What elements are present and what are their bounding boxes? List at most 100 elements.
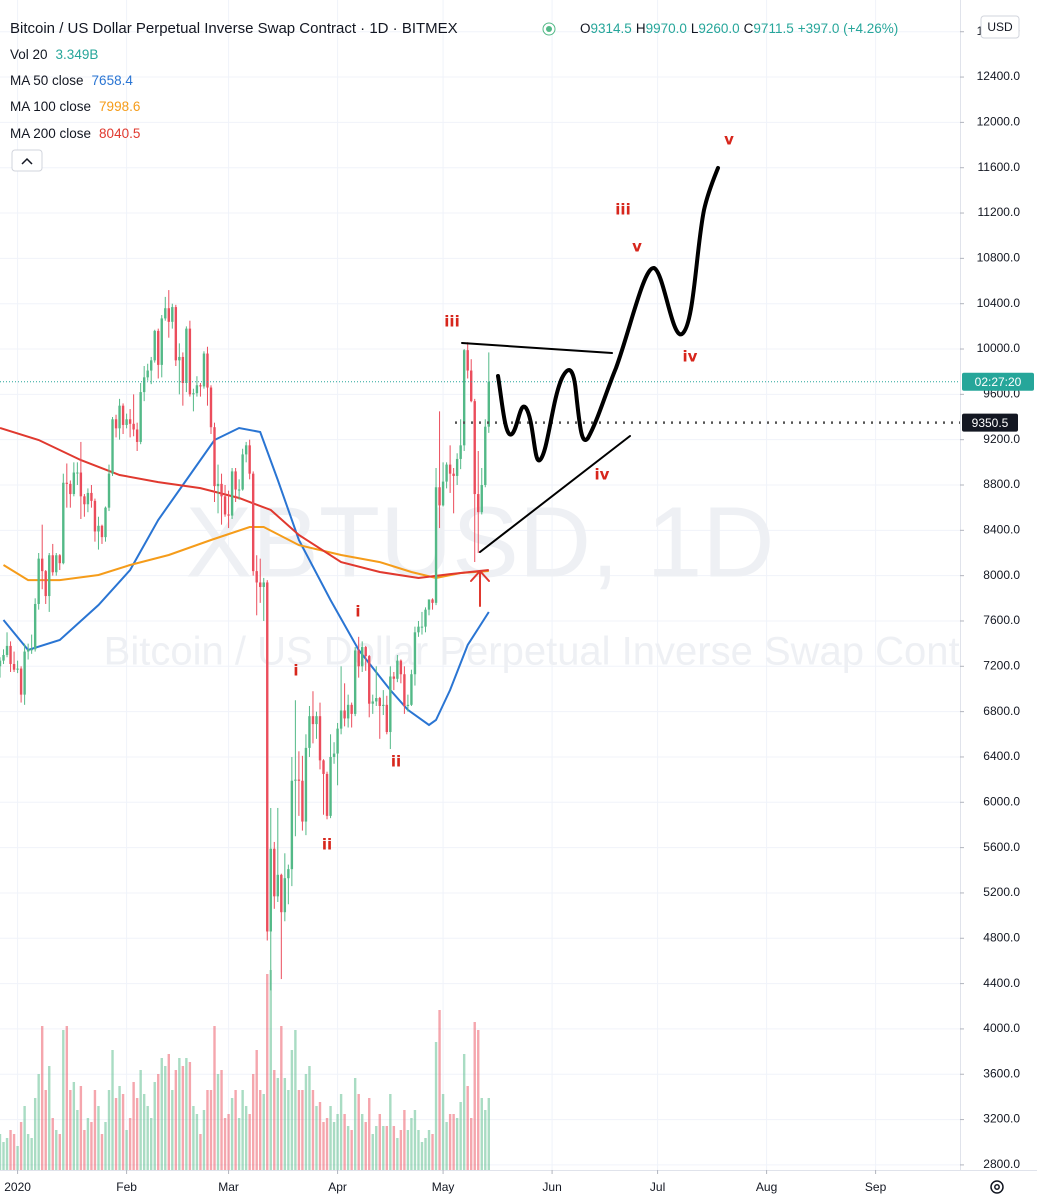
volume-bar [223,1118,227,1170]
volume-bar [65,1026,69,1170]
candle-body [202,353,206,387]
candle-body [283,878,287,913]
candles [0,290,490,991]
price-axis: 2800.0 3200.0 3600.0 4000.0 4400.0 4800.0 5200… [960,0,1037,1171]
collapse-button[interactable] [11,149,43,172]
candle-body [83,496,86,505]
volume-bar [12,1134,16,1170]
volume-bar [171,1090,174,1170]
volume-bar [266,974,269,1170]
volume-bar [315,1106,318,1170]
candle-body [420,626,424,628]
volume-bar [287,1090,290,1170]
candle-body [227,514,230,516]
trend-line [461,342,613,354]
value: 3.349B [56,47,99,62]
currency[interactable]: USD [980,15,1020,39]
candle-body [424,609,427,627]
arrow [470,570,490,607]
candle-body [360,647,364,667]
candle-body [132,423,135,430]
candle-body [234,471,237,490]
candle-body [364,647,367,657]
volume-bar [438,1010,441,1170]
price-axis-bg [960,0,1037,1170]
chart-title: Bitcoin / US Dollar Perpetual Inverse Sw… [10,20,458,37]
candle-body [178,356,181,361]
y-tick-label: 7600.0 [983,613,1020,627]
candle-body [164,308,167,319]
arrow-head [470,570,490,582]
volume-bar [220,1070,223,1170]
volume-bar [360,1114,364,1170]
volume-bar [199,1134,202,1170]
candle-body [375,698,378,702]
candle-body [438,487,441,506]
volume-bar [378,1114,381,1170]
volume-bar [125,1130,128,1170]
volume-bar [86,1118,90,1170]
candle-body [135,429,139,442]
candle-body [382,704,385,706]
candle-body [255,571,258,583]
volume-bar [329,1106,332,1170]
candle-body [199,385,202,387]
volume-bar [107,1090,111,1170]
settings-icon[interactable] [990,1180,1004,1194]
candle-body [209,387,213,428]
wave-label: i [355,603,360,621]
volume-bar [276,1078,280,1170]
volume-bar [44,1090,47,1170]
wave-label: iv [595,466,610,484]
candle-body [185,328,188,384]
candle-body [167,308,170,322]
change: +397.0 (+4.26%) [798,21,899,36]
volume-bar [128,1118,132,1170]
candle-body [48,555,51,597]
candle-body [111,419,114,474]
x-tick-label: 2020 [4,1180,31,1194]
indicator-legend: MA 50 close 7658.4 [10,73,133,88]
candle-body [339,710,343,729]
currency-button[interactable] [980,15,1020,39]
indicator-legend: MA 200 close 8040.5 [10,126,140,141]
wave-label: iii [615,201,630,219]
volume-bar [97,1106,100,1170]
volume-bar [227,1114,230,1170]
gear[interactable] [990,1180,1004,1194]
volume-bar [389,1094,392,1170]
candle-body [399,660,403,675]
volume-bar [51,1118,54,1170]
volume-bar [230,1098,234,1170]
candle-body [62,482,65,564]
volume-bar [353,1078,357,1170]
candle-body [72,472,76,495]
candle-body [251,473,255,572]
candle-body [65,482,69,484]
hline-tag [962,413,1018,432]
candle-body [12,664,16,670]
candle-body [346,704,350,719]
volume-bar [294,1030,297,1170]
candle-body [266,582,269,932]
volume-bar [0,1134,2,1170]
candle-body [237,489,241,491]
volume-bar [308,1066,311,1170]
volume-bar [37,1074,40,1170]
volume-bar [188,1062,192,1170]
header: Bitcoin / US Dollar Perpetual Inverse Sw… [10,20,898,172]
candle-body [121,405,125,425]
volume-bar [424,1138,427,1170]
volume-bar [241,1090,244,1170]
ohlc-legend: O9314.5 H9970.0 L9260.0 C9711.5 +397.0 (+4.2… [580,21,898,36]
candle-body [353,650,357,714]
volume-bar [301,1090,304,1170]
volume-bar [375,1126,378,1170]
candle-body [213,427,216,487]
volume-bar [135,1098,139,1170]
candle-body [37,558,40,604]
volume-bar [167,1054,170,1170]
volume-bar [79,1086,83,1170]
volume-bar [297,1090,301,1170]
y-tick-label: 7200.0 [983,658,1020,672]
